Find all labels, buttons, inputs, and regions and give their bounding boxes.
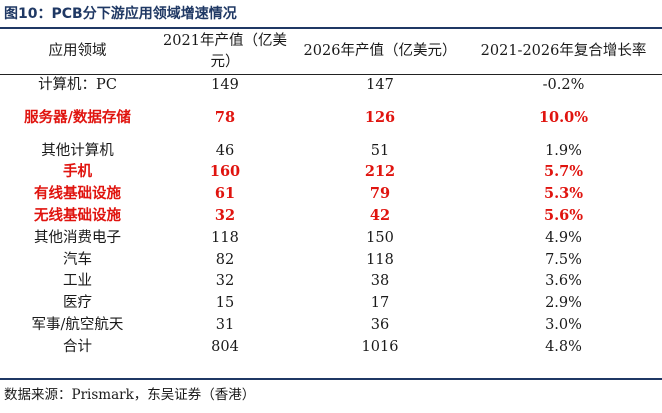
cell-2026: 38 [370,273,390,290]
cell-2026: 79 [369,185,391,203]
table-row: 汽车 82 118 7.5% [0,249,662,271]
figure-title: 图10：PCB分下游应用领域增速情况 [4,6,237,22]
table-row-highlight: 有线基础设施 61 79 5.3% [0,183,662,205]
table-row: 其他消费电子 118 150 4.9% [0,227,662,249]
cell-cagr: 3.0% [545,317,582,334]
cell-field: 汽车 [63,251,92,268]
cell-2026: 1016 [361,338,399,355]
cell-field: 医疗 [63,295,92,312]
table-row-total: 合计 804 1016 4.8% [0,336,662,358]
cell-field: 有线基础设施 [34,185,121,203]
table-row-highlight: 无线基础设施 32 42 5.6% [0,205,662,227]
cell-2021: 160 [209,163,241,181]
header-row: 应用领域 2021年产值（亿美元） 2026年产值（亿美元） 2021-2026… [0,29,662,74]
cell-2021: 61 [214,185,236,203]
cell-field: 军事/航空航天 [31,317,124,334]
table-row: 军事/航空航天 31 36 3.0% [0,314,662,336]
cell-2026: 150 [366,229,394,246]
cell-2021: 32 [215,273,235,290]
cell-2026: 212 [364,163,396,181]
cell-cagr: 5.6% [543,207,583,225]
cell-field: 其他消费电子 [34,229,121,246]
table-row-highlight: 手机 160 212 5.7% [0,162,662,184]
header-cagr: 2021-2026年复合增长率 [480,43,647,59]
cell-cagr: 5.7% [543,163,583,181]
cell-2026: 36 [370,317,390,334]
cell-2021: 15 [215,295,235,312]
cell-field: 无线基础设施 [34,207,121,225]
cell-2026: 51 [370,142,390,159]
cell-2026: 17 [370,295,390,312]
header-rule [0,74,662,75]
cell-cagr: 3.6% [545,273,582,290]
cell-cagr: 10.0% [538,108,589,126]
cell-2021: 32 [214,207,236,225]
cell-field: 服务器/数据存储 [24,108,131,126]
table-row-highlight: 服务器/数据存储 78 126 10.0% [0,96,662,140]
cell-cagr: 4.9% [545,229,582,246]
cell-cagr: -0.2% [542,76,585,93]
cell-2026: 126 [364,108,396,126]
pcb-growth-table: 应用领域 2021年产值（亿美元） 2026年产值（亿美元） 2021-2026… [0,29,662,358]
cell-2021: 804 [211,338,239,355]
table-row: 工业 32 38 3.6% [0,271,662,293]
cell-cagr: 1.9% [545,142,582,159]
cell-cagr: 7.5% [545,251,582,268]
cell-2021: 82 [215,251,235,268]
cell-cagr: 2.9% [545,295,582,312]
bottom-rule [0,378,662,380]
cell-field: 计算机：PC [38,76,117,93]
cell-2021: 118 [211,229,239,246]
cell-2021: 46 [215,142,235,159]
table-row: 其他计算机 46 51 1.9% [0,140,662,162]
cell-2026: 118 [366,251,394,268]
cell-field: 手机 [63,163,92,181]
cell-field: 其他计算机 [41,142,114,159]
cell-2021: 78 [214,108,236,126]
source-note: 数据来源：Prismark，东吴证券（香港） [4,387,256,403]
cell-2021: 149 [211,76,239,93]
header-2026-output: 2026年产值（亿美元） [303,43,457,59]
cell-cagr: 4.8% [545,338,582,355]
cell-2026: 42 [369,207,391,225]
cell-field: 工业 [63,273,92,290]
table-row: 计算机：PC 149 147 -0.2% [0,74,662,96]
header-field: 应用领域 [48,43,107,59]
cell-2026: 147 [366,76,394,93]
cell-2021: 31 [215,317,235,334]
cell-field: 合计 [63,338,92,355]
top-rule [0,27,662,29]
table-row: 医疗 15 17 2.9% [0,292,662,314]
header-2021-output: 2021年产值（亿美元） [163,32,287,70]
cell-cagr: 5.3% [543,185,583,203]
